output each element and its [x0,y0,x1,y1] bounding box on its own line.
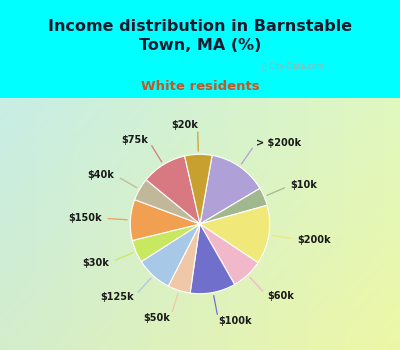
Text: $125k: $125k [100,292,134,302]
Wedge shape [190,224,235,294]
Wedge shape [132,224,200,261]
Wedge shape [200,188,267,224]
Text: $50k: $50k [143,313,170,323]
Wedge shape [185,154,212,224]
Text: $30k: $30k [82,258,109,268]
Wedge shape [168,224,200,293]
Text: $20k: $20k [171,120,198,131]
Text: Income distribution in Barnstable
Town, MA (%): Income distribution in Barnstable Town, … [48,19,352,52]
Text: $40k: $40k [88,170,114,180]
Text: $200k: $200k [297,234,331,245]
Text: $100k: $100k [218,316,252,326]
Wedge shape [135,180,200,224]
Wedge shape [200,224,258,285]
Wedge shape [200,155,260,224]
Wedge shape [200,205,270,262]
Wedge shape [146,156,200,224]
Text: $10k: $10k [291,180,318,190]
Text: ⓘ City-Data.com: ⓘ City-Data.com [262,62,323,71]
Text: White residents: White residents [141,79,259,93]
Text: > $200k: > $200k [256,138,301,148]
Text: $150k: $150k [68,213,102,223]
Wedge shape [130,200,200,240]
Text: $75k: $75k [121,135,148,145]
Wedge shape [141,224,200,286]
Text: $60k: $60k [267,291,294,301]
